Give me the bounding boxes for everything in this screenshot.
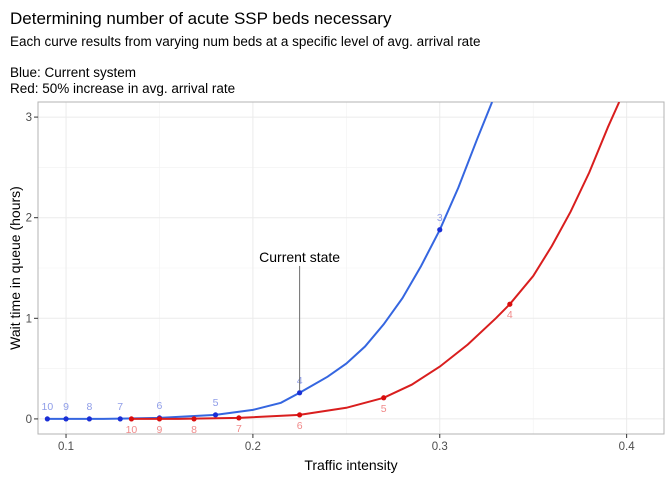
series-line (131, 102, 621, 420)
data-point (44, 416, 50, 422)
subtitle-line-1: Each curve results from varying num beds… (10, 34, 480, 49)
plot-panel-border (37, 101, 665, 435)
subtitle-line-4: Red: 50% increase in avg. arrival rate (10, 81, 235, 96)
data-label: 3 (437, 212, 443, 224)
grid-minor (38, 102, 664, 434)
series-layer: 10987654310987654 (41, 102, 621, 436)
data-point (507, 301, 513, 307)
annotation-layer: Current state (259, 249, 340, 391)
y-tick-label: 1 (26, 313, 32, 325)
data-point (191, 416, 197, 422)
data-label: 9 (63, 401, 69, 413)
data-point (117, 416, 123, 422)
data-label: 7 (117, 401, 123, 413)
subtitle-line-3: Blue: Current system (10, 65, 136, 80)
chart-title: Determining number of acute SSP beds nec… (10, 9, 392, 28)
data-label: 5 (381, 403, 387, 415)
data-point (128, 416, 135, 422)
data-point (297, 412, 303, 418)
data-point (437, 227, 443, 233)
axis-ticks: 0.1 0.2 0.3 0.4 0 1 2 3 (26, 112, 636, 453)
data-point (212, 412, 219, 418)
x-tick-label: 0.2 (245, 441, 261, 453)
data-point (156, 416, 163, 422)
y-axis-label: Wait time in queue (hours) (7, 186, 23, 350)
data-label: 5 (213, 397, 219, 409)
data-label: 8 (86, 401, 92, 413)
data-label: 6 (157, 400, 163, 412)
annotation-text: Current state (259, 249, 340, 265)
data-point (381, 395, 387, 401)
data-point (297, 390, 303, 396)
y-tick-label: 2 (26, 213, 32, 225)
data-label: 8 (191, 424, 197, 436)
data-label: 6 (297, 420, 303, 432)
data-point (236, 415, 242, 421)
series-line (47, 102, 494, 420)
data-label: 7 (236, 423, 242, 435)
data-label: 4 (507, 309, 513, 321)
x-axis-label: Traffic intensity (304, 457, 397, 473)
data-label: 9 (157, 424, 163, 436)
data-label: 10 (41, 401, 53, 413)
y-tick-label: 3 (26, 112, 32, 124)
x-tick-label: 0.3 (432, 441, 448, 453)
data-point (63, 416, 69, 422)
x-tick-label: 0.1 (58, 441, 74, 453)
y-tick-label: 0 (26, 414, 32, 426)
series-2: 10 9 8 7 6 5 4 (126, 102, 621, 436)
data-label: 10 (126, 424, 138, 436)
data-point (86, 416, 92, 422)
x-tick-label: 0.4 (619, 441, 636, 453)
